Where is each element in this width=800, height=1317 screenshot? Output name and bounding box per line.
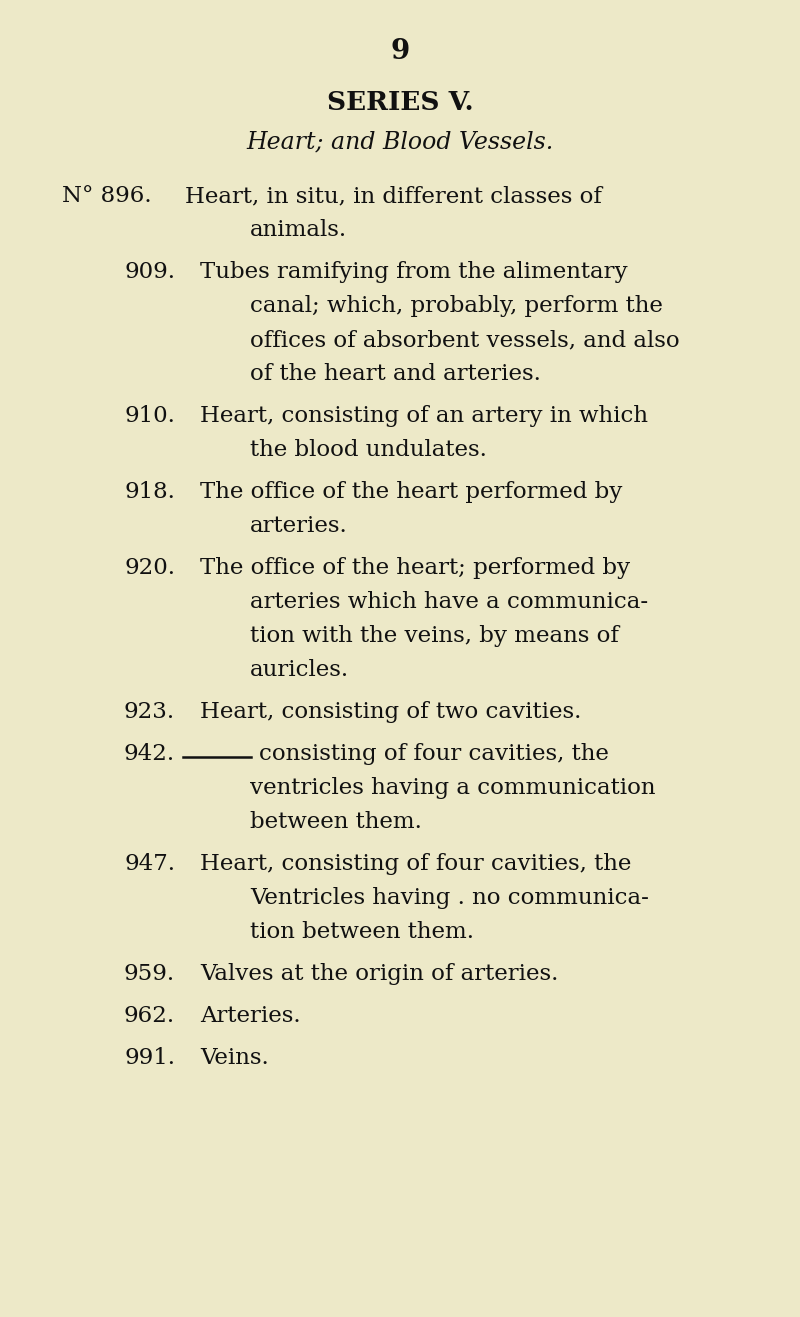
Text: Heart, consisting of an artery in which: Heart, consisting of an artery in which (200, 406, 648, 427)
Text: Heart, in situ, in different classes of: Heart, in situ, in different classes of (185, 184, 602, 207)
Text: 959.: 959. (124, 963, 175, 985)
Text: 918.: 918. (124, 481, 175, 503)
Text: between them.: between them. (250, 811, 422, 832)
Text: Heart, consisting of four cavities, the: Heart, consisting of four cavities, the (200, 853, 631, 874)
Text: SERIES V.: SERIES V. (326, 90, 474, 115)
Text: Heart, consisting of two cavities.: Heart, consisting of two cavities. (200, 701, 582, 723)
Text: Arteries.: Arteries. (200, 1005, 301, 1027)
Text: 923.: 923. (124, 701, 175, 723)
Text: 962.: 962. (124, 1005, 175, 1027)
Text: 9: 9 (390, 38, 410, 65)
Text: animals.: animals. (250, 219, 347, 241)
Text: Tubes ramifying from the alimentary: Tubes ramifying from the alimentary (200, 261, 628, 283)
Text: 991.: 991. (124, 1047, 175, 1069)
Text: 920.: 920. (124, 557, 175, 579)
Text: of the heart and arteries.: of the heart and arteries. (250, 363, 541, 385)
Text: 942.: 942. (124, 743, 175, 765)
Text: arteries.: arteries. (250, 515, 348, 537)
Text: auricles.: auricles. (250, 658, 349, 681)
Text: The office of the heart performed by: The office of the heart performed by (200, 481, 622, 503)
Text: the blood undulates.: the blood undulates. (250, 439, 487, 461)
Text: tion with the veins, by means of: tion with the veins, by means of (250, 626, 619, 647)
Text: Veins.: Veins. (200, 1047, 269, 1069)
Text: arteries which have a communica-: arteries which have a communica- (250, 591, 648, 612)
Text: The office of the heart; performed by: The office of the heart; performed by (200, 557, 630, 579)
Text: canal; which, probably, perform the: canal; which, probably, perform the (250, 295, 663, 317)
Text: Ventricles having . no communica-: Ventricles having . no communica- (250, 888, 649, 909)
Text: Heart; and Blood Vessels.: Heart; and Blood Vessels. (246, 130, 554, 153)
Text: 947.: 947. (124, 853, 175, 874)
Text: offices of absorbent vessels, and also: offices of absorbent vessels, and also (250, 329, 680, 352)
Text: Valves at the origin of arteries.: Valves at the origin of arteries. (200, 963, 558, 985)
Text: tion between them.: tion between them. (250, 921, 474, 943)
Text: consisting of four cavities, the: consisting of four cavities, the (259, 743, 609, 765)
Text: N° 896.: N° 896. (62, 184, 152, 207)
Text: 909.: 909. (124, 261, 175, 283)
Text: ventricles having a communication: ventricles having a communication (250, 777, 655, 799)
Text: 910.: 910. (124, 406, 175, 427)
